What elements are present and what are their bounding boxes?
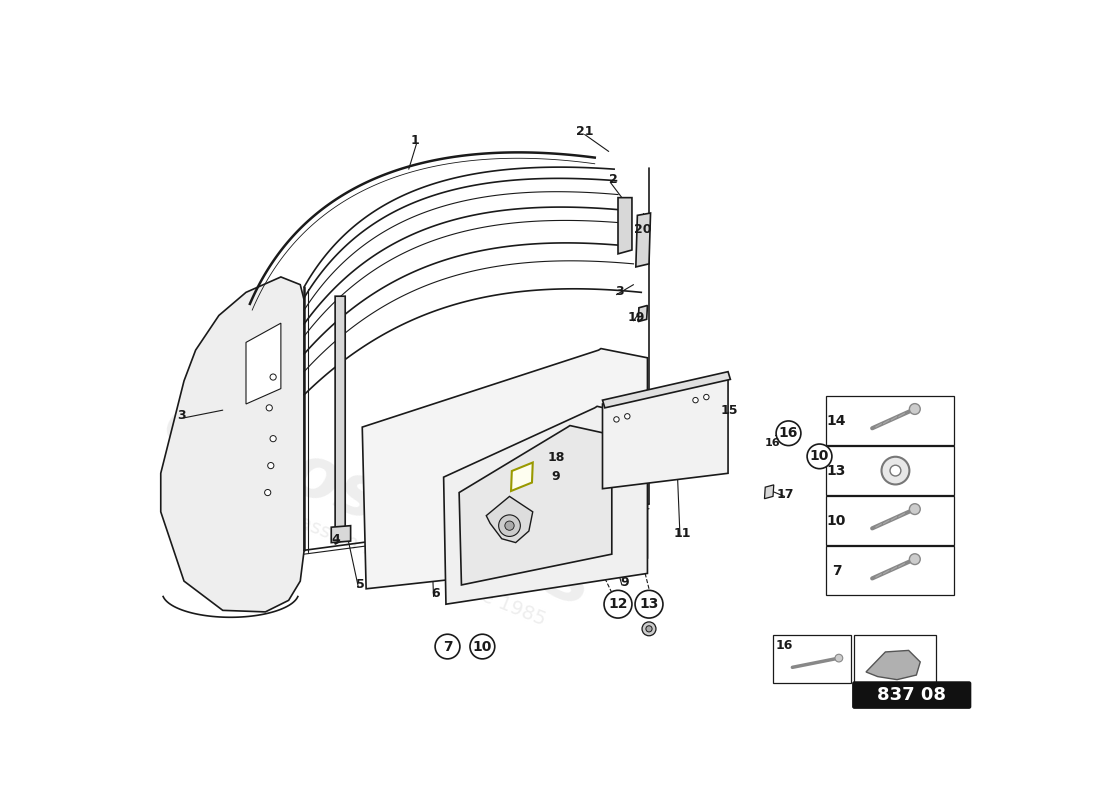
- Text: 7: 7: [832, 564, 842, 578]
- Polygon shape: [764, 485, 773, 498]
- Text: 10: 10: [810, 450, 829, 463]
- Text: 3: 3: [615, 285, 624, 298]
- Circle shape: [642, 622, 656, 636]
- Text: 18: 18: [548, 451, 564, 464]
- Circle shape: [270, 374, 276, 380]
- Polygon shape: [603, 375, 728, 489]
- Text: 3: 3: [177, 409, 186, 422]
- Text: 10: 10: [827, 514, 846, 528]
- Circle shape: [890, 466, 901, 476]
- Text: 11: 11: [673, 527, 691, 540]
- Circle shape: [270, 435, 276, 442]
- Text: 4: 4: [331, 533, 340, 546]
- Polygon shape: [512, 462, 532, 491]
- Circle shape: [470, 634, 495, 659]
- Circle shape: [265, 490, 271, 496]
- Text: 13: 13: [827, 464, 846, 478]
- Polygon shape: [636, 213, 650, 267]
- Text: 5: 5: [355, 578, 364, 591]
- Circle shape: [777, 421, 801, 446]
- Text: 9: 9: [620, 576, 628, 589]
- Text: 16: 16: [779, 426, 799, 440]
- Circle shape: [646, 626, 652, 632]
- Text: a passion for parts since 1985: a passion for parts since 1985: [268, 502, 549, 630]
- Text: 16: 16: [766, 438, 781, 447]
- Circle shape: [498, 515, 520, 537]
- Circle shape: [267, 462, 274, 469]
- Text: 12: 12: [608, 597, 628, 611]
- Circle shape: [807, 444, 832, 469]
- Circle shape: [704, 394, 710, 400]
- Circle shape: [635, 590, 663, 618]
- Circle shape: [881, 457, 910, 485]
- Circle shape: [604, 590, 631, 618]
- Text: 837 08: 837 08: [877, 686, 946, 704]
- Text: 19: 19: [627, 311, 645, 324]
- Circle shape: [835, 654, 843, 662]
- Circle shape: [910, 404, 921, 414]
- Circle shape: [910, 554, 921, 565]
- Text: 6: 6: [431, 587, 439, 600]
- Text: 10: 10: [473, 639, 492, 654]
- FancyBboxPatch shape: [826, 546, 954, 595]
- Polygon shape: [486, 496, 532, 542]
- Circle shape: [625, 414, 630, 419]
- FancyBboxPatch shape: [855, 635, 936, 682]
- FancyBboxPatch shape: [826, 446, 954, 495]
- Text: 7: 7: [442, 639, 452, 654]
- Polygon shape: [459, 426, 612, 585]
- Polygon shape: [161, 277, 304, 612]
- Polygon shape: [618, 198, 631, 254]
- Circle shape: [266, 405, 273, 411]
- Polygon shape: [331, 526, 351, 542]
- Polygon shape: [638, 306, 648, 322]
- Polygon shape: [443, 406, 648, 604]
- Polygon shape: [362, 349, 648, 589]
- Polygon shape: [603, 372, 730, 408]
- FancyBboxPatch shape: [773, 635, 850, 682]
- Text: 17: 17: [777, 487, 794, 501]
- Text: 1: 1: [410, 134, 419, 147]
- Circle shape: [436, 634, 460, 659]
- Text: eurospares: eurospares: [153, 386, 603, 622]
- FancyBboxPatch shape: [826, 496, 954, 545]
- Polygon shape: [246, 323, 280, 404]
- Text: 2: 2: [609, 173, 618, 186]
- Text: 9: 9: [552, 470, 560, 483]
- Circle shape: [614, 417, 619, 422]
- Text: 15: 15: [720, 404, 738, 417]
- Circle shape: [910, 504, 921, 514]
- Polygon shape: [866, 650, 921, 680]
- FancyBboxPatch shape: [826, 396, 954, 445]
- Circle shape: [505, 521, 514, 530]
- Text: 14: 14: [827, 414, 846, 427]
- FancyBboxPatch shape: [852, 682, 970, 708]
- Circle shape: [693, 398, 698, 403]
- Text: 20: 20: [634, 223, 651, 237]
- Text: 13: 13: [639, 597, 659, 611]
- Text: 21: 21: [576, 125, 593, 138]
- Text: 16: 16: [776, 639, 792, 652]
- Polygon shape: [336, 296, 345, 544]
